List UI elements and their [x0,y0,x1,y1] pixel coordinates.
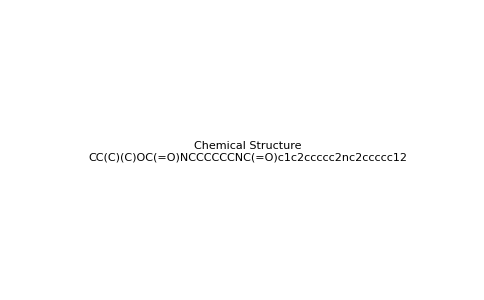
Text: Chemical Structure
CC(C)(C)OC(=O)NCCCCCCNC(=O)c1c2ccccc2nc2ccccc12: Chemical Structure CC(C)(C)OC(=O)NCCCCCC… [89,141,408,162]
